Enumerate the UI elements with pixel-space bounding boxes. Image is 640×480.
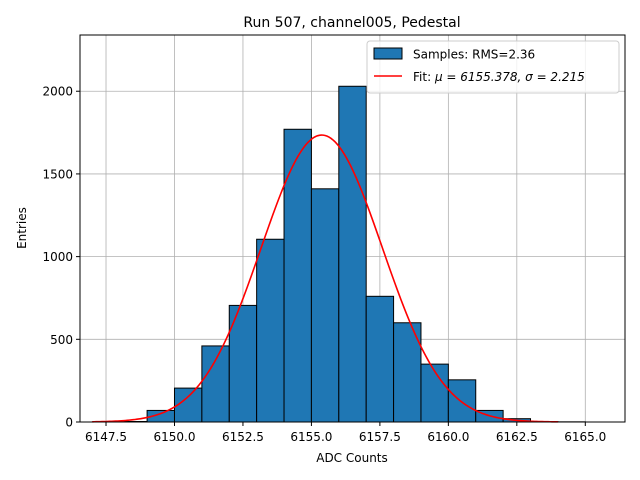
y-axis-ticks: 0 500 1000 1500 2000: [42, 85, 80, 430]
chart-title: Run 507, channel005, Pedestal: [243, 15, 460, 31]
legend-box: [366, 40, 620, 94]
y-tick-label: 0: [65, 416, 73, 430]
fit-curve: [92, 134, 558, 423]
x-tick-label: 6147.5: [85, 430, 127, 444]
histogram-bar: [310, 188, 340, 423]
x-tick-label: 6160.0: [427, 430, 469, 444]
x-axis-label: ADC Counts: [316, 451, 388, 465]
legend-histogram-label: Samples: RMS=2.36: [413, 48, 535, 62]
x-tick-label: 6162.5: [496, 430, 538, 444]
histogram-bar: [256, 238, 285, 423]
histogram-bar: [228, 304, 258, 423]
histogram-bars: [91, 85, 586, 423]
legend-fit-label: Fit: μ = 6155.378, σ = 2.215: [413, 70, 585, 84]
histogram-bar: [283, 128, 312, 423]
x-tick-label: 6155.0: [290, 430, 332, 444]
plot-frame: [79, 34, 626, 423]
y-tick-label: 2000: [42, 85, 73, 99]
y-tick-label: 1500: [42, 167, 73, 181]
histogram-bar: [447, 379, 477, 423]
x-tick-label: 6150.0: [153, 430, 195, 444]
histogram-bar: [201, 345, 230, 423]
x-tick-label: 6152.5: [222, 430, 264, 444]
histogram-bar: [365, 295, 395, 423]
histogram-bar: [420, 363, 449, 423]
fit-curve-layer: [92, 134, 558, 423]
x-tick-label: 6157.5: [359, 430, 401, 444]
y-tick-label: 1000: [42, 250, 73, 264]
legend: Samples: RMS=2.36 Fit: μ = 6155.378, σ =…: [366, 40, 620, 94]
histogram-bar: [338, 85, 367, 423]
x-axis-ticks: 6147.5 6150.0 6152.5 6155.0 6157.5 6160.0 6162…: [85, 422, 606, 444]
legend-histogram-swatch: [373, 47, 403, 60]
y-tick-label: 500: [50, 333, 73, 347]
x-tick-label: 6165.0: [564, 430, 606, 444]
y-axis-label: Entries: [15, 207, 29, 249]
